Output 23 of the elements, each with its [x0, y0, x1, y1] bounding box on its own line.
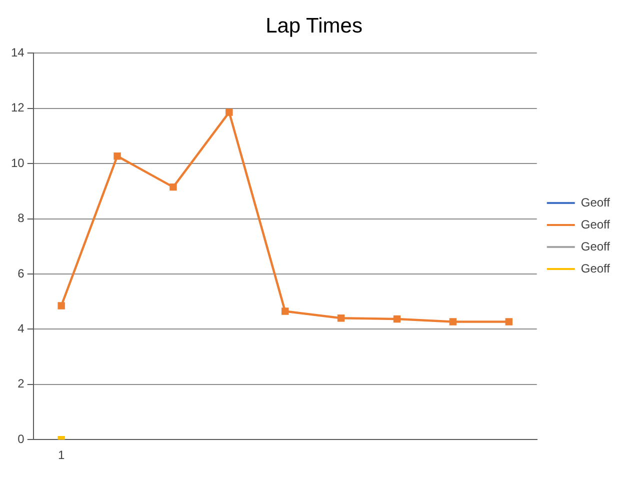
y-tick-label: 6 — [18, 266, 25, 280]
point — [170, 183, 177, 191]
y-tick-label: 0 — [18, 432, 25, 446]
point — [337, 314, 345, 322]
legend-label: Geoff — [580, 261, 611, 276]
point — [114, 152, 121, 160]
point — [58, 302, 65, 310]
y-tick-label: 10 — [10, 156, 25, 170]
y-tick-label: 2 — [18, 376, 25, 391]
legend-label: Geoff — [580, 239, 611, 254]
point — [282, 308, 289, 315]
chart-title: Lap Times — [266, 14, 362, 38]
legend-label: Geoff — [580, 217, 611, 232]
point — [505, 318, 512, 326]
point — [226, 108, 233, 116]
y-tick-label: 4 — [18, 322, 25, 336]
point — [393, 315, 401, 323]
y-tick-label: 12 — [10, 100, 25, 115]
y-tick-label: 14 — [10, 46, 25, 60]
point — [449, 318, 457, 326]
y-tick-label: 8 — [18, 211, 25, 226]
x-tick-label: 1 — [58, 448, 65, 462]
legend-label: Geoff — [580, 195, 611, 210]
